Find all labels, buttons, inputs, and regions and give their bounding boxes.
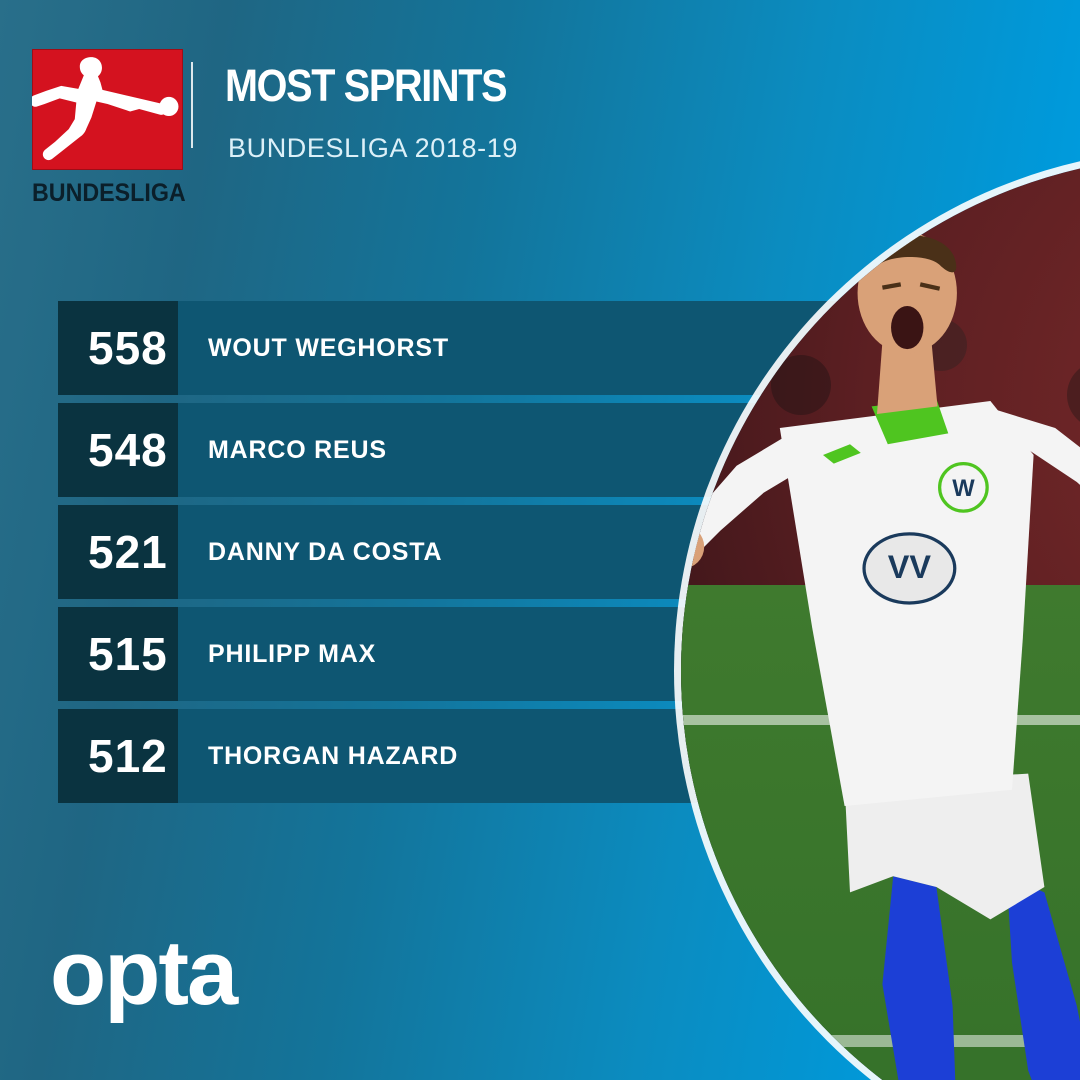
svg-text:W: W	[952, 475, 975, 502]
svg-text:VV: VV	[888, 549, 932, 585]
